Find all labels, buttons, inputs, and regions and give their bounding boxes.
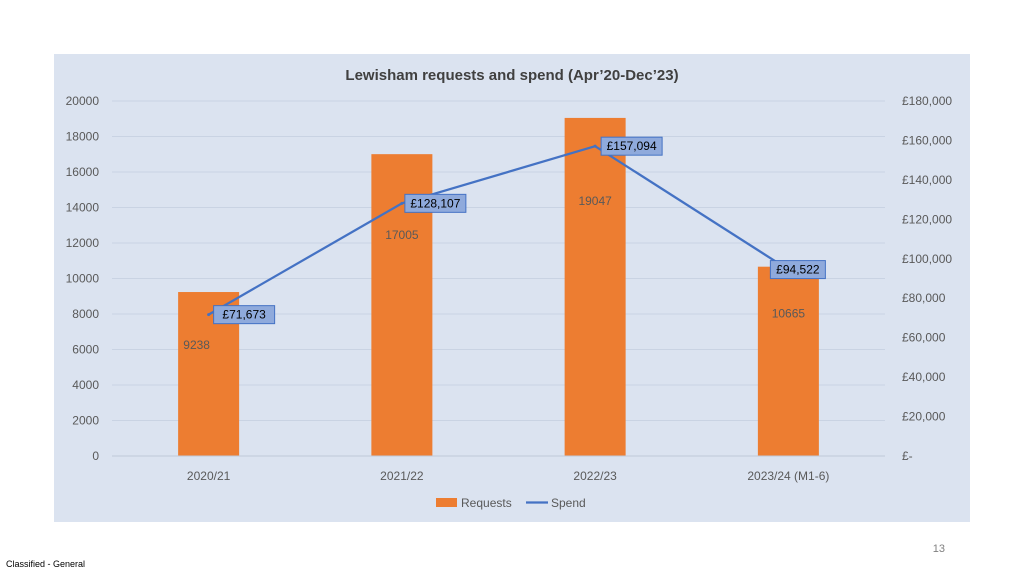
spend-data-label-text: £128,107 <box>410 196 460 210</box>
x-axis: 2020/21 2021/22 2022/23 2023/24 (M1-6) <box>112 455 885 483</box>
spend-data-label-text: £71,673 <box>222 308 266 322</box>
x-axis-tick-label: 2022/23 <box>573 469 617 483</box>
spend-data-label: £157,094 <box>600 136 663 156</box>
spend-data-label-box <box>404 193 467 213</box>
left-axis: 0 2000 4000 6000 8000 10000 12000 14000 16000 180… <box>66 94 100 463</box>
spend-data-label-box <box>213 305 276 325</box>
right-axis-tick-label: £140,000 <box>902 173 952 187</box>
left-axis-tick-label: 10000 <box>66 272 100 286</box>
spend-point <box>593 144 597 148</box>
spend-data-label: £94,522 <box>769 260 826 280</box>
page-number: 13 <box>932 543 945 555</box>
right-axis-tick-label: £20,000 <box>902 410 946 424</box>
right-axis-tick-label: £160,000 <box>902 133 952 147</box>
bar-data-label: 9238 <box>183 338 210 352</box>
left-axis-tick-label: 6000 <box>72 343 99 357</box>
x-axis-tick-label: 2021/22 <box>380 469 424 483</box>
bar-series-requests: 9238 17005 19047 10665 <box>178 117 819 457</box>
left-axis-tick-label: 8000 <box>72 307 99 321</box>
spend-point <box>207 313 211 317</box>
spend-data-label-text: £157,094 <box>607 139 657 153</box>
right-axis-tick-label: £80,000 <box>902 291 946 305</box>
spend-data-label-box <box>600 136 663 156</box>
right-axis: £- £20,000 £40,000 £60,000 £80,000 £100,000 £1… <box>902 94 952 463</box>
left-axis-tick-label: 12000 <box>66 236 100 250</box>
gridlines <box>112 100 885 457</box>
legend-swatch-requests <box>436 498 457 507</box>
spend-data-label-box <box>769 260 826 280</box>
bar-data-label: 17005 <box>385 228 419 242</box>
spend-line <box>208 145 789 316</box>
legend-label-requests: Requests <box>461 496 512 510</box>
right-axis-tick-label: £60,000 <box>902 331 946 345</box>
bar-requests <box>564 117 626 457</box>
legend-label-spend: Spend <box>551 496 586 510</box>
x-axis-tick-label: 2020/21 <box>187 469 231 483</box>
bar-data-label: 10665 <box>772 307 806 321</box>
right-axis-tick-label: £40,000 <box>902 370 946 384</box>
line-series-spend: £71,673 £128,107 £157,094 £94,522 <box>207 136 826 325</box>
spend-data-label-text: £94,522 <box>776 263 820 277</box>
spend-point <box>400 201 404 205</box>
left-axis-tick-label: 2000 <box>72 414 99 428</box>
left-axis-tick-label: 4000 <box>72 378 99 392</box>
left-axis-tick-label: 16000 <box>66 165 100 179</box>
right-axis-tick-label: £120,000 <box>902 212 952 226</box>
left-axis-tick-label: 0 <box>92 449 99 463</box>
left-axis-tick-label: 18000 <box>66 130 100 144</box>
spend-data-label: £71,673 <box>213 305 276 325</box>
left-axis-tick-label: 20000 <box>66 94 100 108</box>
chart-title: Lewisham requests and spend (Apr’20-Dec’… <box>345 67 678 84</box>
classification-label: Classified - General <box>6 559 86 569</box>
x-axis-tick-label: 2023/24 (M1-6) <box>747 469 829 483</box>
right-axis-tick-label: £180,000 <box>902 94 952 108</box>
bar-requests <box>757 266 819 456</box>
right-axis-tick-label: £100,000 <box>902 252 952 266</box>
bar-data-label: 19047 <box>578 194 612 208</box>
legend: Requests Spend <box>436 496 586 510</box>
spend-data-label: £128,107 <box>404 193 467 213</box>
right-axis-tick-label: £- <box>902 449 913 463</box>
left-axis-tick-label: 14000 <box>66 201 100 215</box>
